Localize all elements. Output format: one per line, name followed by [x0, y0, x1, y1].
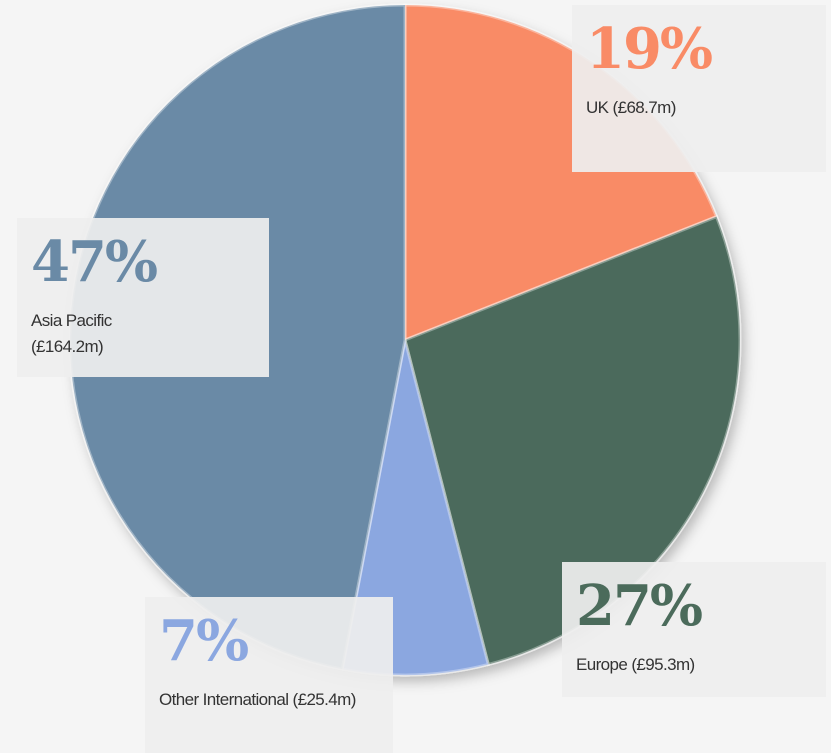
- category-label: Europe (£95.3m): [576, 655, 695, 674]
- label-box: 27% Europe (£95.3m): [562, 562, 826, 697]
- label-box: 47% Asia Pacific (£164.2m): [17, 218, 269, 377]
- data-label: 7%: [159, 608, 249, 674]
- category-label: Other International (£25.4m): [159, 690, 356, 709]
- pie-slice: [403, 214, 742, 667]
- category-label: Asia Pacific (£164.2m): [31, 311, 112, 356]
- category-label: UK (£68.7m): [586, 98, 676, 117]
- data-label: 19%: [586, 16, 713, 82]
- data-label: 47%: [31, 229, 158, 295]
- label-box: 7% Other International (£25.4m): [145, 597, 393, 753]
- label-box: 19% UK (£68.7m): [572, 5, 826, 172]
- data-label: 27%: [576, 573, 703, 639]
